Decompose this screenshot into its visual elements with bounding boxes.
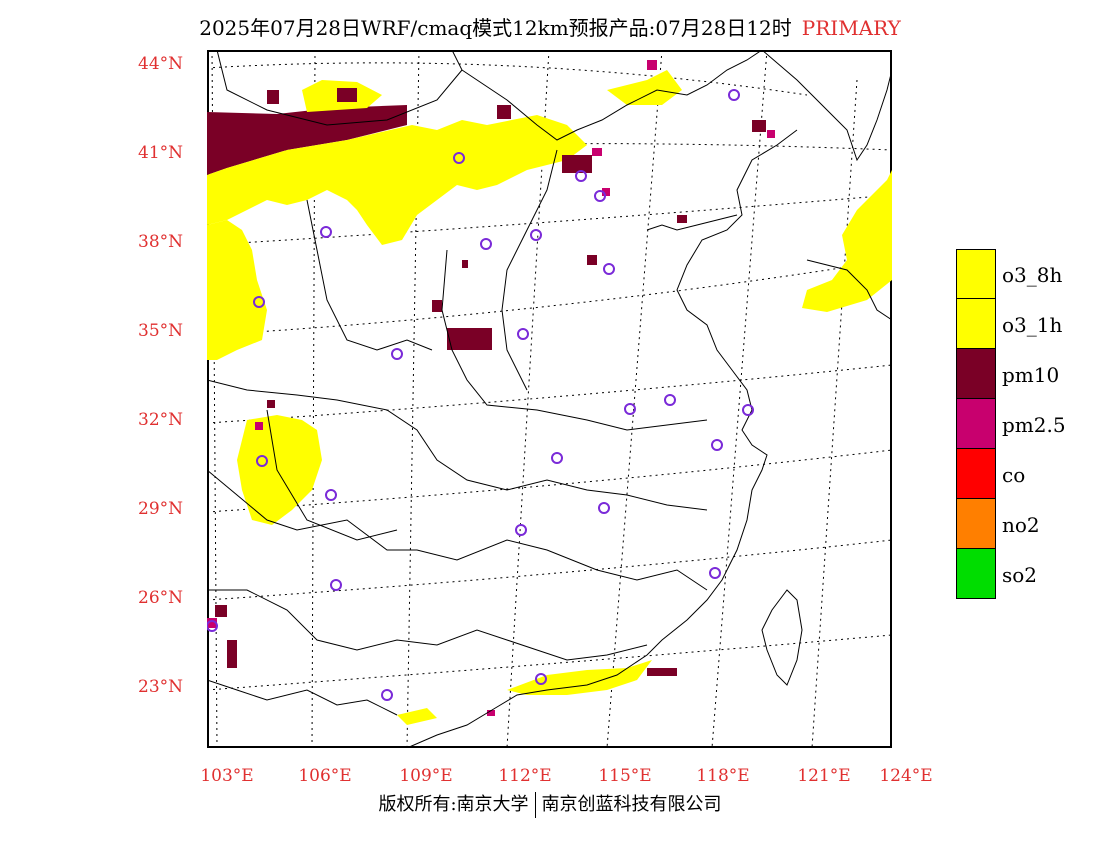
lat-label-41: 41°N	[138, 143, 184, 163]
lat-label-35: 35°N	[138, 321, 184, 341]
legend-swatch	[956, 449, 996, 499]
lon-label-106: 106°E	[298, 766, 352, 786]
pm25-patches	[207, 60, 775, 716]
lat-label-32: 32°N	[138, 410, 184, 430]
legend-swatch	[956, 549, 996, 599]
legend-label: o3_1h	[1002, 313, 1063, 337]
primary-badge: PRIMARY	[801, 16, 901, 40]
lat-label-26: 26°N	[138, 588, 184, 608]
forecast-map	[207, 50, 892, 748]
lon-label-112: 112°E	[498, 766, 552, 786]
pm10-patches	[215, 88, 766, 676]
footer-separator	[534, 792, 536, 818]
lat-label-38: 38°N	[138, 232, 184, 252]
lon-label-124: 124°E	[879, 766, 933, 786]
legend-label: no2	[1002, 513, 1040, 537]
lon-label-115: 115°E	[598, 766, 652, 786]
o3-region-sichuan	[237, 415, 322, 525]
legend-label: co	[1002, 463, 1026, 487]
o3-region-east-sea	[802, 170, 892, 312]
boundaries	[207, 50, 892, 748]
legend-swatch	[956, 349, 996, 399]
map-title: 2025年07月28日WRF/cmaq模式12km预报产品:07月28日12时 P…	[0, 12, 1100, 41]
footer-company: 南京创蓝科技有限公司	[541, 794, 722, 815]
lon-label-103: 103°E	[200, 766, 254, 786]
lat-label-44: 44°N	[138, 54, 184, 74]
legend-swatch	[956, 399, 996, 449]
o3-region-guangxi	[397, 708, 437, 725]
o3-region-north	[207, 115, 587, 245]
title-text: 2025年07月28日WRF/cmaq模式12km预报产品:07月28日12时	[199, 16, 792, 40]
legend-label: o3_8h	[1002, 263, 1063, 287]
footer-copyright: 版权所有:南京大学	[378, 794, 529, 815]
legend-swatch	[956, 499, 996, 549]
legend-label: pm2.5	[1002, 413, 1066, 437]
o3-region-south	[507, 660, 652, 695]
lon-label-121: 121°E	[797, 766, 851, 786]
lon-label-109: 109°E	[399, 766, 453, 786]
o3-region-west	[207, 220, 267, 360]
lon-label-118: 118°E	[696, 766, 750, 786]
lat-label-23: 23°N	[138, 677, 184, 697]
legend-label: so2	[1002, 563, 1038, 587]
legend-swatch	[956, 299, 996, 349]
legend-swatch	[956, 249, 996, 299]
copyright-footer: 版权所有:南京大学 南京创蓝科技有限公司	[0, 790, 1100, 818]
legend-label: pm10	[1002, 363, 1060, 387]
lat-label-29: 29°N	[138, 499, 184, 519]
o3-region-northeast	[607, 70, 682, 105]
graticule	[207, 50, 892, 748]
station-markers	[207, 89, 754, 701]
